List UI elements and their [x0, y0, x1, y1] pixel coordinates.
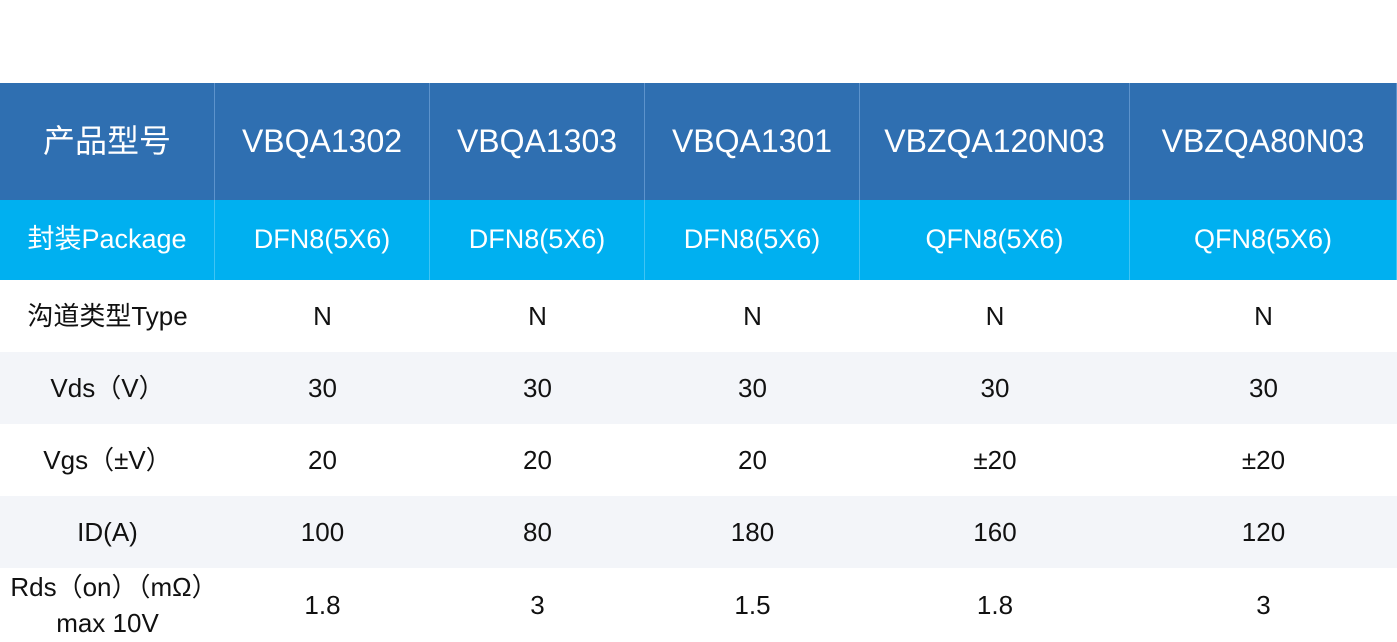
- table-cell: 30: [645, 352, 860, 424]
- table-cell: 160: [860, 496, 1130, 568]
- row-label: Rds（on）（mΩ）max 10V: [10, 571, 205, 638]
- table-cell: 20: [738, 444, 767, 475]
- table-cell: 80: [430, 496, 645, 568]
- table-cell: N: [1254, 300, 1273, 331]
- table-cell: DFN8(5X6): [215, 200, 430, 280]
- table-cell: N: [313, 300, 332, 331]
- row-label: ID(A): [0, 496, 215, 568]
- table-cell: DFN8(5X6): [645, 200, 860, 280]
- table-cell: 3: [530, 589, 545, 620]
- table-cell: 20: [308, 444, 337, 475]
- table-cell: N: [743, 300, 762, 331]
- header-cell: VBQA1302: [215, 83, 430, 200]
- table-cell: ±20: [1241, 444, 1286, 475]
- table-cell: ±20: [973, 444, 1017, 475]
- table-cell: 100: [215, 496, 430, 568]
- header-cell: VBZQA80N03: [1130, 83, 1397, 200]
- table-cell: 30: [1130, 352, 1397, 424]
- table-cell: 1.8: [976, 589, 1014, 620]
- table-cell: DFN8(5X6): [430, 200, 645, 280]
- table-cell: 20: [523, 444, 552, 475]
- table-cell: 180: [645, 496, 860, 568]
- table-cell: 30: [215, 352, 430, 424]
- table-cell: N: [985, 300, 1005, 331]
- table-cell: 1.5: [734, 589, 771, 620]
- header-cell: VBQA1301: [645, 83, 860, 200]
- table-cell: QFN8(5X6): [860, 200, 1130, 280]
- table-cell: QFN8(5X6): [1130, 200, 1397, 280]
- row-label: 沟道类型Type: [27, 300, 188, 331]
- table-cell: 30: [860, 352, 1130, 424]
- table-cell: N: [528, 300, 547, 331]
- table-cell: 3: [1256, 589, 1271, 620]
- table-cell: 1.8: [304, 589, 341, 620]
- header-cell: VBQA1303: [430, 83, 645, 200]
- table-cell: 30: [430, 352, 645, 424]
- row-label: Vgs（±V）: [43, 444, 172, 475]
- row-label: Vds（V）: [0, 352, 215, 424]
- row-label: 封装Package: [0, 200, 215, 280]
- header-cell: 产品型号: [0, 83, 215, 200]
- table-cell: 120: [1130, 496, 1397, 568]
- header-cell: VBZQA120N03: [860, 83, 1130, 200]
